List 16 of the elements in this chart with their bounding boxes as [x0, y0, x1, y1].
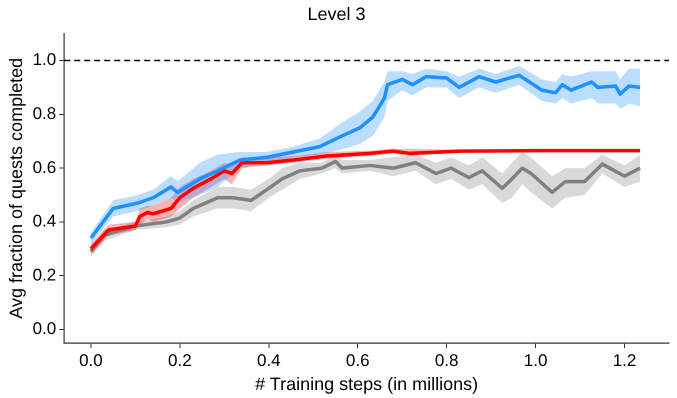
y-tick-label: 0.0 [32, 319, 56, 338]
x-tick-label: 1.0 [524, 350, 548, 370]
chart-title: Level 3 [307, 4, 366, 24]
x-tick-label: 1.2 [612, 350, 636, 370]
y-tick-label: 0.8 [32, 104, 56, 123]
x-tick-label: 0.6 [346, 350, 370, 370]
x-tick-label: 0.2 [168, 350, 192, 370]
y-tick-label: 0.2 [32, 265, 56, 284]
y-axis-title: Avg fraction of quests completed [6, 58, 26, 319]
x-tick-label: 0.0 [79, 350, 103, 370]
x-tick-label: 0.8 [434, 350, 458, 370]
y-tick-label: 0.6 [32, 158, 56, 177]
x-axis-title: # Training steps (in millions) [255, 374, 478, 394]
y-tick-label: 1.0 [32, 50, 56, 70]
x-tick-label: 0.4 [256, 350, 281, 370]
y-tick-label: 0.4 [32, 212, 56, 231]
